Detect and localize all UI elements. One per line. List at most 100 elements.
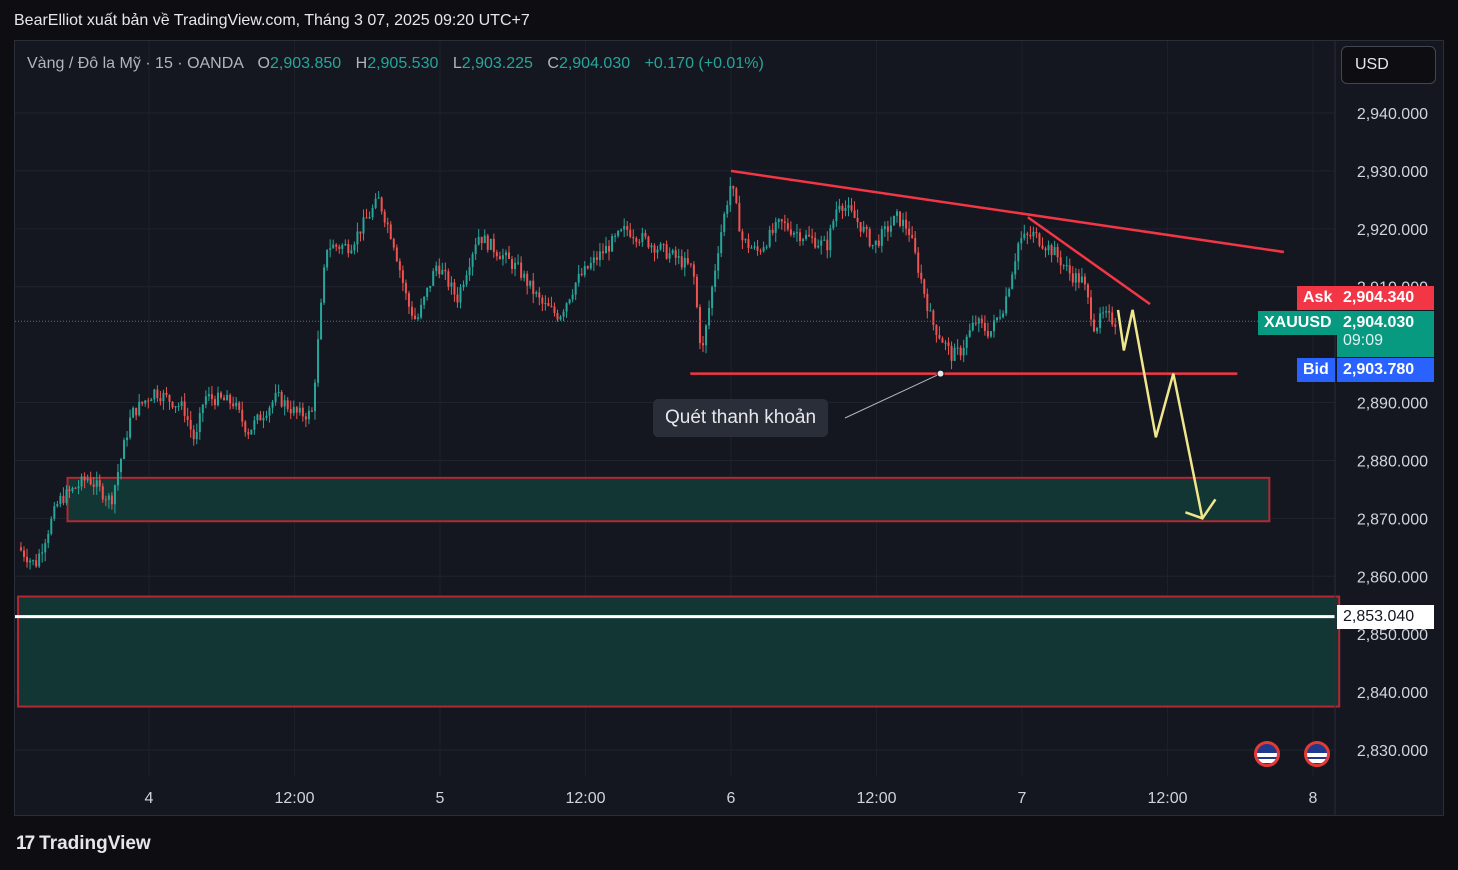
candle-body (635, 238, 638, 242)
high-label: H (355, 55, 368, 72)
candle-body (665, 244, 668, 259)
candle-body (465, 275, 468, 285)
y-axis-tick-label: 2,930.000 (1357, 164, 1428, 181)
candle-body (641, 232, 644, 242)
x-axis-tick-label: 7 (1018, 790, 1027, 807)
candle-body (826, 239, 829, 251)
candle-body (650, 245, 653, 248)
candle-body (1071, 273, 1074, 283)
candle-body (759, 250, 762, 252)
upper-resistance (730, 169, 1285, 254)
candle-body (371, 207, 374, 218)
candle-body (104, 499, 107, 501)
y-axis-tick-label: 2,830.000 (1357, 743, 1428, 760)
high-value: 2,905.530 (367, 55, 439, 72)
candle-body (780, 219, 783, 222)
candle-body (259, 414, 262, 421)
candle-body (235, 402, 238, 407)
candle-body (1023, 233, 1026, 239)
symbol-price-label: XAUUSD (1258, 311, 1338, 335)
candle-body (847, 205, 850, 209)
tradingview-logo[interactable]: 17 TradingView (16, 833, 151, 855)
candle-body (253, 420, 256, 430)
liquidity-sweep-callout[interactable]: Quét thanh khoản (653, 399, 829, 437)
candle-body (177, 406, 180, 408)
candle-body (783, 221, 786, 224)
candle-body (674, 250, 677, 258)
candle-body (156, 389, 159, 398)
candle-body (492, 238, 495, 253)
candle-body (1089, 297, 1092, 320)
candle-body (41, 552, 44, 554)
candle-body (741, 231, 744, 241)
us-flag-icon[interactable] (1254, 741, 1280, 767)
candle-body (838, 205, 841, 210)
candle-body (529, 280, 532, 286)
currency-button[interactable]: USD (1341, 46, 1436, 84)
candle-body (935, 324, 938, 336)
candle-body (374, 198, 377, 208)
candle-body (450, 282, 453, 287)
candle-body (726, 205, 729, 214)
candle-body (714, 270, 717, 287)
chart-panel[interactable]: 2,940.0002,930.0002,920.0002,910.0002,89… (14, 40, 1444, 816)
candle-body (1083, 276, 1086, 285)
candle-body (447, 271, 450, 287)
candle-body (229, 394, 232, 404)
candle-body (141, 401, 144, 404)
candle-body (22, 550, 25, 557)
candle-body (420, 304, 423, 318)
candle-body (56, 503, 59, 507)
candle-body (62, 495, 65, 504)
candle-body (559, 316, 562, 320)
candle-body (517, 262, 520, 264)
candle-body (83, 476, 86, 481)
candle-body (1044, 248, 1047, 251)
y-axis-tick-label: 2,840.000 (1357, 685, 1428, 702)
candle-body (407, 293, 410, 307)
candle-body (347, 243, 350, 254)
candle-body (932, 310, 935, 325)
candle-body (626, 225, 629, 230)
candle-body (786, 223, 789, 230)
candle-body (920, 272, 923, 280)
y-axis-tick-label: 2,870.000 (1357, 511, 1428, 528)
candle-body (168, 394, 171, 402)
candle-body (368, 217, 371, 219)
candle-body (756, 246, 759, 251)
last-price-tag: 2,904.030 09:09 (1337, 311, 1434, 357)
candle-body (638, 241, 641, 243)
candle-body (189, 419, 192, 430)
candle-body (38, 553, 41, 567)
candle-body (1105, 311, 1108, 313)
x-axis-tick-label: 8 (1309, 790, 1318, 807)
candle-body (26, 556, 29, 563)
candle-body (953, 347, 956, 361)
candle-body (514, 262, 517, 270)
candle-body (629, 229, 632, 237)
candle-body (662, 244, 665, 246)
candle-body (80, 476, 83, 487)
demand-zone-2 (17, 595, 1341, 708)
candle-body (568, 299, 571, 304)
candle-body (59, 495, 62, 504)
candle-body (471, 254, 474, 267)
candle-body (138, 401, 141, 416)
candle-body (938, 335, 941, 339)
candle-body (750, 247, 753, 249)
us-flag-icon[interactable] (1304, 741, 1330, 767)
candle-body (614, 235, 617, 237)
candle-body (377, 197, 380, 199)
candle-body (950, 345, 953, 361)
candle-body (592, 257, 595, 263)
candle-body (486, 235, 489, 250)
candle-body (417, 317, 420, 319)
candle-body (198, 413, 201, 433)
candle-body (98, 480, 101, 487)
candle-body (292, 407, 295, 414)
candle-body (283, 400, 286, 407)
candle-body (65, 489, 68, 504)
candle-body (265, 415, 268, 419)
candle-body (795, 232, 798, 234)
candle-body (192, 429, 195, 440)
